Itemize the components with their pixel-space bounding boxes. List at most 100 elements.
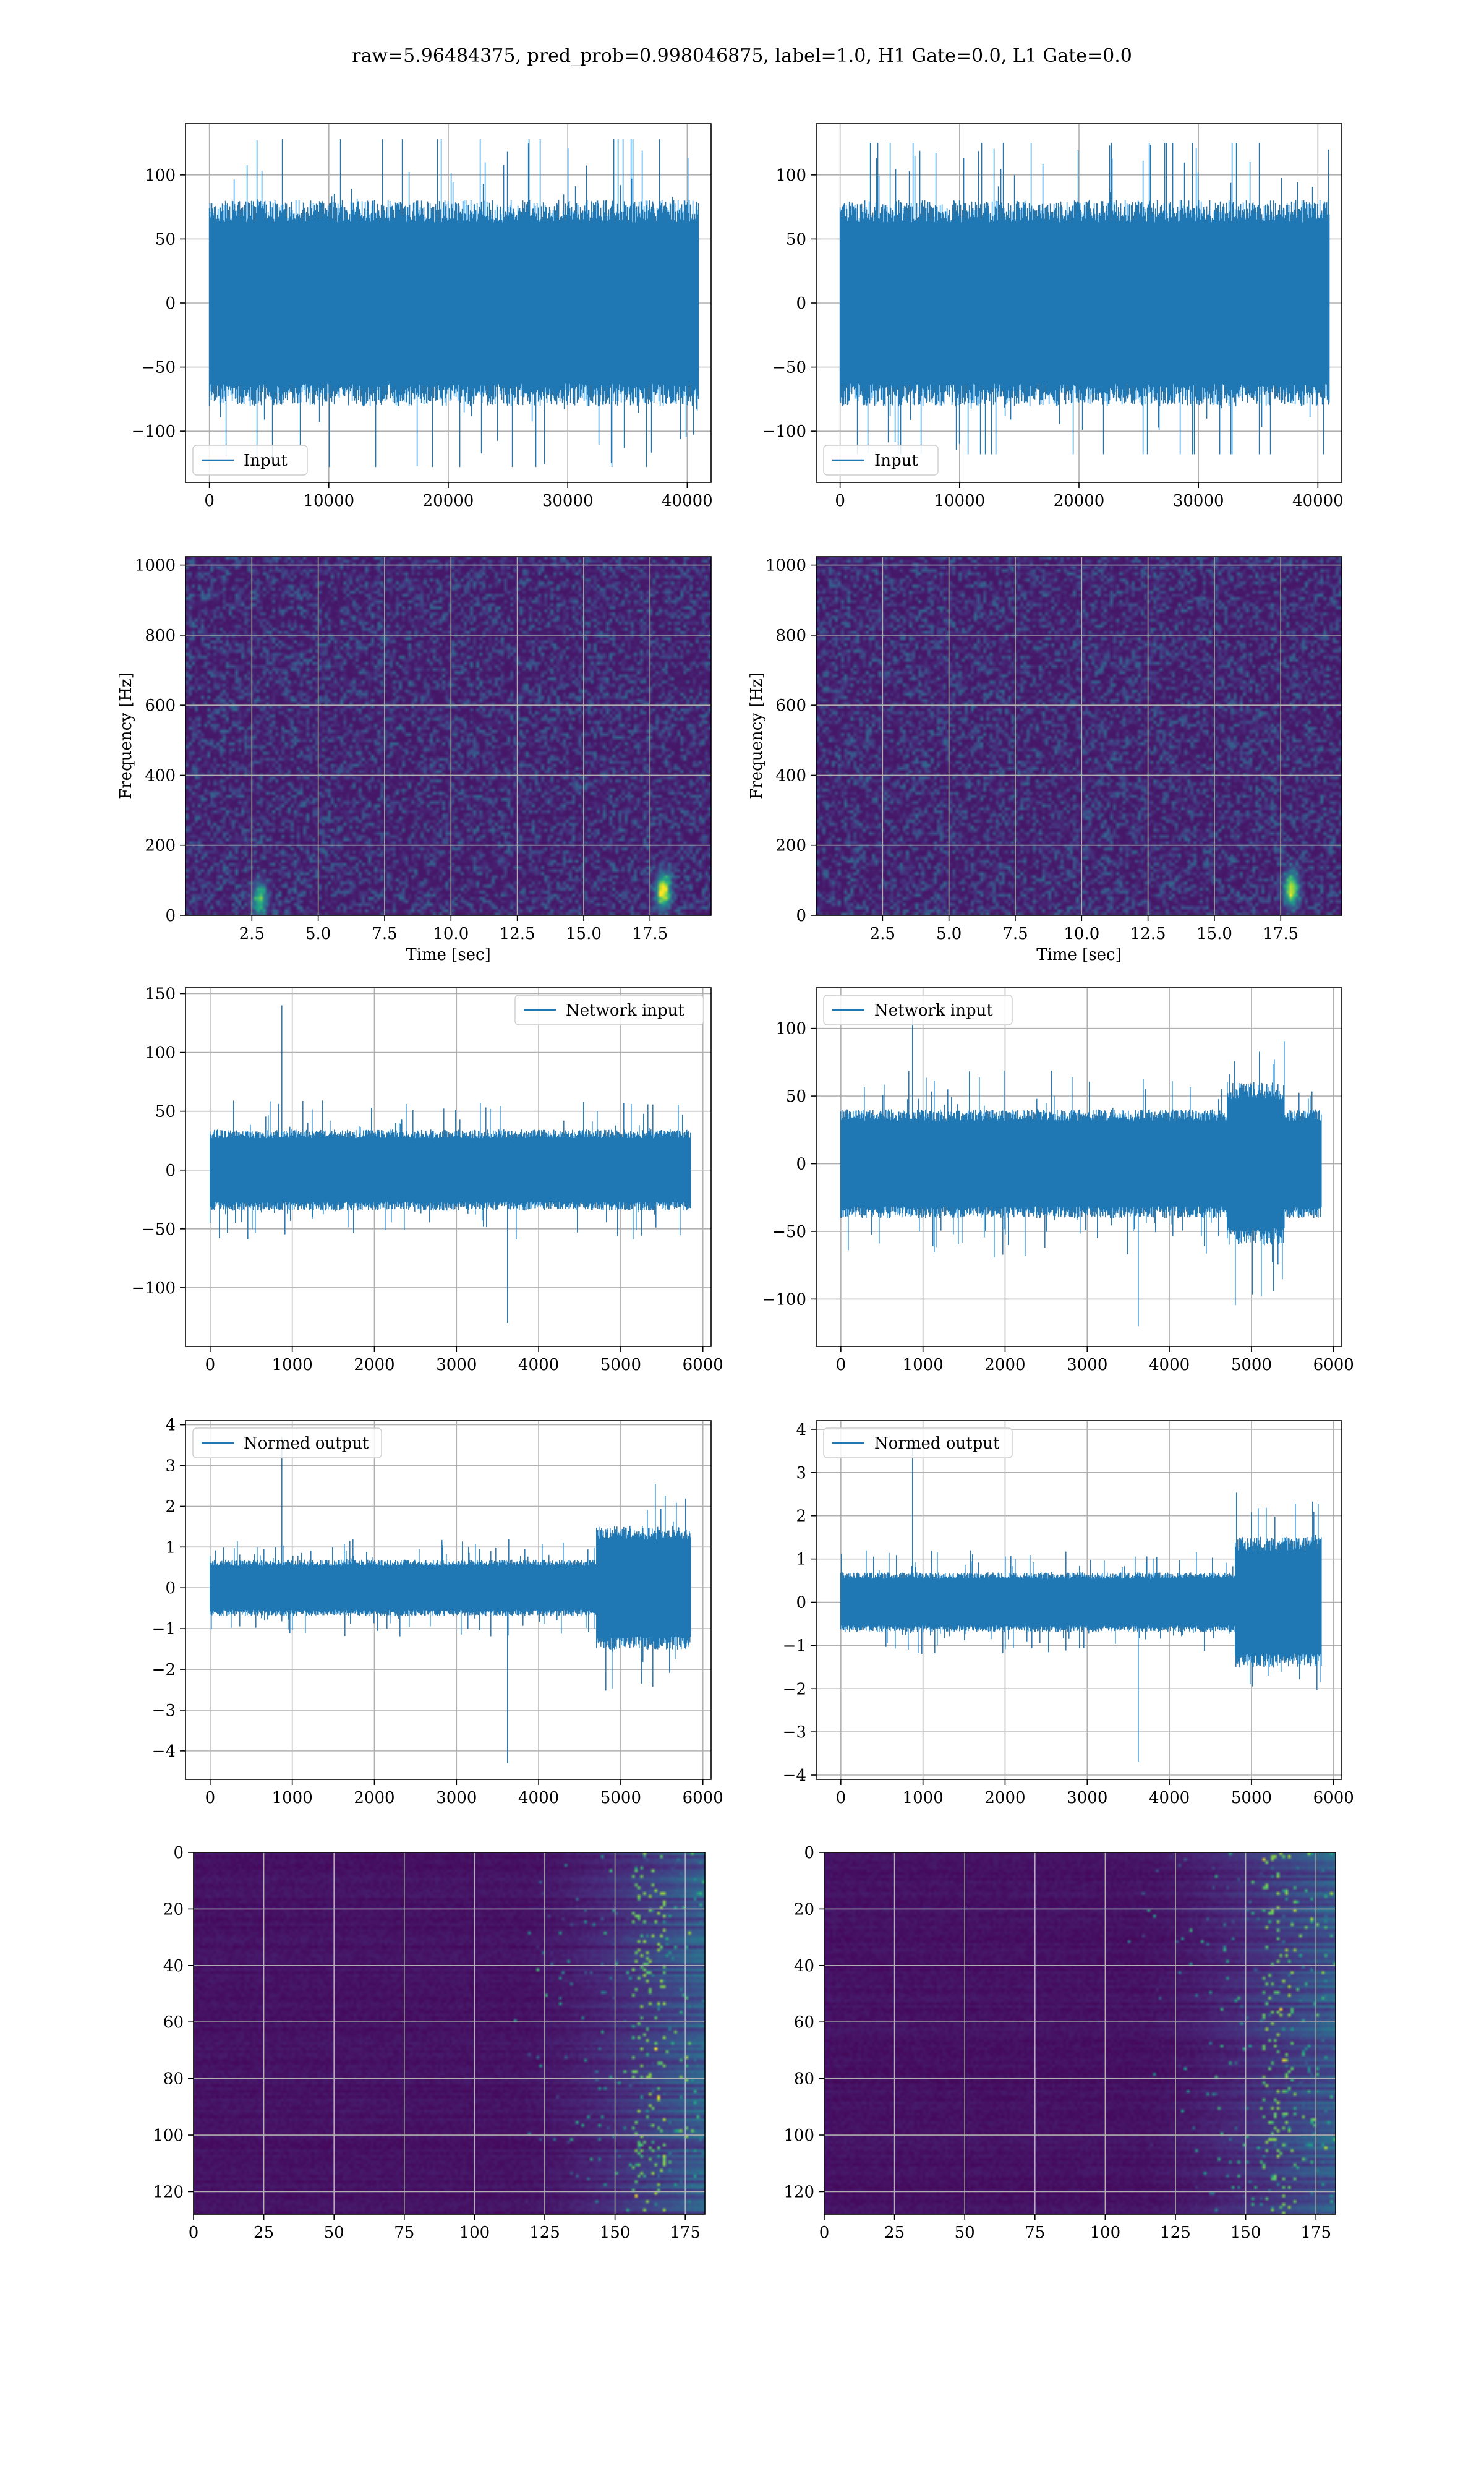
x-tick-label: 5.0 — [936, 925, 962, 943]
series-line — [210, 1437, 691, 1763]
y-tick-label: 80 — [794, 2070, 814, 2089]
panels: 0 10000 20000 30000 40000−100−50050100Input0… — [117, 123, 1354, 2242]
x-tick-label: 3000 — [436, 1356, 477, 1374]
legend: Input — [823, 445, 939, 476]
x-tick-label: 17.5 — [632, 925, 668, 943]
legend-label: Input — [244, 452, 288, 470]
x-tick-label: 2.5 — [239, 925, 265, 943]
y-tick-label: 120 — [153, 2183, 184, 2201]
y-tick-label: 50 — [155, 230, 176, 249]
x-tick-label: 17.5 — [1263, 925, 1298, 943]
panel-row4-left: 0 1000 2000 3000 4000 5000 6000 −4 −3 −2 −1 0 1 2 3 4 No… — [152, 1416, 723, 1807]
x-tick-label: 1000 — [272, 1356, 313, 1374]
axes-frame — [824, 1852, 1336, 2215]
legend-box — [192, 445, 308, 476]
y-tick-label: 20 — [163, 1900, 184, 1919]
y-tick-label: −1 — [783, 1637, 806, 1655]
y-tick-label: −100 — [132, 1279, 176, 1298]
x-tick-label: 4000 — [518, 1789, 559, 1807]
x-tick-label: 0 — [835, 492, 845, 510]
x-tick-label: 50 — [955, 2224, 975, 2242]
x-tick-label: 0 — [205, 1356, 216, 1374]
spectrogram-image — [816, 557, 1342, 915]
y-tick-label: −50 — [142, 1220, 176, 1239]
axes-frame — [816, 123, 1342, 483]
matrix-image — [824, 1852, 1336, 2214]
x-tick-label: 2000 — [984, 1789, 1025, 1807]
y-tick-label: −2 — [152, 1661, 176, 1679]
x-tick-label: 40000 — [662, 492, 713, 510]
y-tick-label: 400 — [145, 766, 176, 785]
panel-row5-right: 0 25 50 75 100 125 150 175 0 20 40 60 80 100 120 — [783, 1844, 1336, 2242]
x-tick-label: 150 — [600, 2224, 631, 2242]
y-tick-label: 100 — [153, 2126, 184, 2145]
axes-frame — [816, 1420, 1342, 1780]
x-tick-label: 175 — [670, 2224, 701, 2242]
series-line — [208, 139, 699, 468]
x-axis-label: Time [sec] — [406, 946, 491, 964]
y-tick-label: −2 — [783, 1680, 806, 1698]
legend-box — [823, 995, 1013, 1025]
x-tick-label: 10.0 — [433, 925, 469, 943]
legend-label: Input — [874, 452, 918, 470]
y-tick-label: −1 — [152, 1620, 176, 1638]
y-tick-label: 2 — [796, 1507, 806, 1526]
y-tick-label: 1 — [165, 1538, 176, 1557]
axes-frame — [185, 123, 712, 483]
y-tick-label: 1000 — [765, 557, 806, 575]
legend-box — [823, 1427, 1013, 1458]
y-axis-label: Frequency [Hz] — [748, 672, 766, 800]
x-tick-label: 2000 — [354, 1789, 394, 1807]
y-tick-label: 40 — [794, 1957, 814, 1975]
x-tick-label: 0 — [836, 1789, 846, 1807]
y-tick-label: −50 — [142, 359, 176, 377]
x-tick-label: 15.0 — [566, 925, 602, 943]
x-tick-label: 50 — [324, 2224, 344, 2242]
panel-row3-left: 0 1000 2000 3000 4000 5000 6000 −100 −50 0 50 100 15… — [132, 985, 723, 1374]
x-tick-label: 25 — [254, 2224, 274, 2242]
x-tick-label: 30000 — [1173, 492, 1224, 510]
x-tick-label: 3000 — [436, 1789, 477, 1807]
legend: Normed output — [192, 1427, 382, 1458]
x-tick-label: 7.5 — [1002, 925, 1028, 943]
y-tick-label: 800 — [145, 627, 176, 645]
series-line — [840, 1008, 1322, 1327]
x-axis-label: Time [sec] — [1036, 946, 1122, 964]
y-tick-label: 0 — [796, 1155, 806, 1174]
x-tick-label: 30000 — [542, 492, 594, 510]
spectrogram-image — [186, 557, 711, 915]
legend: Normed output — [823, 1427, 1013, 1458]
y-tick-label: 0 — [796, 1593, 806, 1612]
y-tick-label: 600 — [775, 696, 806, 715]
panel-row2-right: 2.5 5.0 7.5 10.0 12.5 15.0 17.5 0 200 400 600 800 10… — [748, 556, 1342, 964]
x-tick-label: 40000 — [1292, 492, 1344, 510]
y-tick-label: 100 — [783, 2126, 814, 2145]
y-tick-label: 100 — [775, 1020, 806, 1038]
y-tick-label: 0 — [165, 1579, 176, 1598]
figure-suptitle: raw=5.96484375, pred_prob=0.998046875, l… — [352, 45, 1132, 67]
y-tick-label: 150 — [145, 985, 176, 1004]
y-tick-label: 4 — [165, 1416, 176, 1435]
axes-frame — [193, 1852, 706, 2215]
y-tick-label: −3 — [152, 1701, 176, 1720]
x-tick-label: 5000 — [600, 1356, 641, 1374]
x-tick-label: 10.0 — [1064, 925, 1099, 943]
y-tick-label: 800 — [775, 627, 806, 645]
y-tick-label: 0 — [804, 1844, 814, 1862]
legend-box — [823, 445, 939, 476]
y-tick-label: 600 — [145, 696, 176, 715]
x-tick-label: 4000 — [518, 1356, 559, 1374]
x-tick-label: 12.5 — [500, 925, 535, 943]
x-tick-label: 125 — [529, 2224, 560, 2242]
y-tick-label: 0 — [173, 1844, 184, 1862]
y-tick-label: 4 — [796, 1421, 806, 1439]
x-tick-label: 3000 — [1067, 1356, 1107, 1374]
y-tick-label: 200 — [775, 837, 806, 855]
x-tick-label: 6000 — [683, 1356, 723, 1374]
y-tick-label: 50 — [786, 230, 806, 249]
legend-label: Normed output — [244, 1434, 369, 1453]
x-tick-label: 0 — [836, 1356, 846, 1374]
y-tick-label: 3 — [165, 1457, 176, 1476]
x-tick-label: 25 — [884, 2224, 905, 2242]
y-tick-label: 0 — [165, 907, 176, 925]
